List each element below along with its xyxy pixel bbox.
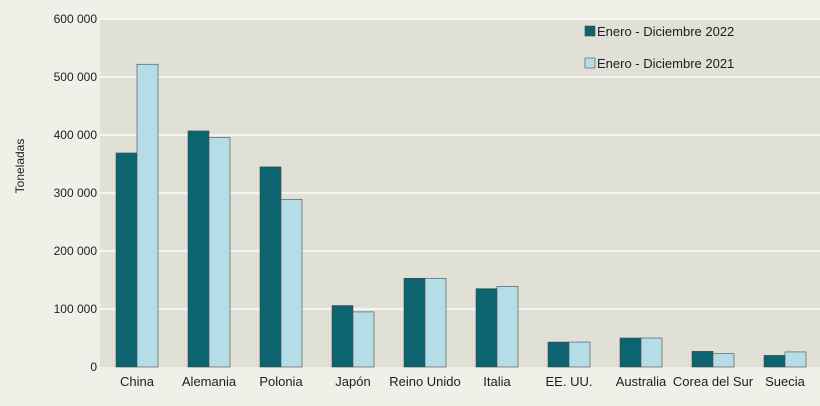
bar-2022 bbox=[547, 341, 570, 368]
y-axis: 0 100 000 200 000 300 000 400 000 500 000 600 … bbox=[54, 12, 98, 374]
legend-label: Enero - Diciembre 2021 bbox=[597, 56, 734, 71]
y-axis-label: Toneladas bbox=[13, 139, 27, 194]
bar-2022 bbox=[619, 337, 642, 368]
bar-2022 bbox=[403, 277, 426, 368]
bar-2022 bbox=[331, 305, 354, 368]
bar-2021 bbox=[784, 351, 807, 368]
x-tick-label: Alemania bbox=[182, 374, 237, 389]
bar-2021 bbox=[424, 277, 447, 368]
x-tick-label: Suecia bbox=[765, 374, 806, 389]
x-tick-label: Reino Unido bbox=[389, 374, 461, 389]
bar-2022 bbox=[763, 355, 786, 368]
x-tick-label: Japón bbox=[335, 374, 370, 389]
y-tick-label: 400 000 bbox=[54, 128, 98, 142]
bar-2021 bbox=[136, 63, 159, 368]
y-tick-label: 100 000 bbox=[54, 302, 98, 316]
bar-2021 bbox=[208, 137, 231, 368]
y-tick-label: 300 000 bbox=[54, 186, 98, 200]
bar-2021 bbox=[496, 286, 519, 368]
x-tick-label: Corea del Sur bbox=[673, 374, 754, 389]
y-tick-label: 600 000 bbox=[54, 12, 98, 26]
bar-2022 bbox=[475, 288, 498, 368]
x-tick-label: Polonia bbox=[259, 374, 303, 389]
bar-2022 bbox=[115, 152, 138, 368]
x-tick-label: EE. UU. bbox=[546, 374, 593, 389]
bar-2021 bbox=[712, 353, 735, 368]
x-axis: China Alemania Polonia Japón Reino Unido Ital… bbox=[120, 374, 806, 389]
bar-2022 bbox=[187, 130, 210, 368]
legend-label: Enero - Diciembre 2022 bbox=[597, 24, 734, 39]
bar-2021 bbox=[568, 341, 591, 368]
bar-2021 bbox=[280, 199, 303, 368]
x-tick-label: Italia bbox=[483, 374, 511, 389]
legend: Enero - Diciembre 2022 Enero - Diciembre … bbox=[584, 24, 734, 71]
y-tick-label: 200 000 bbox=[54, 244, 98, 258]
legend-swatch bbox=[584, 25, 596, 37]
legend-swatch bbox=[584, 57, 596, 69]
y-tick-label: 0 bbox=[90, 360, 97, 374]
x-tick-label: China bbox=[120, 374, 155, 389]
bars bbox=[115, 63, 807, 368]
bar-2022 bbox=[691, 351, 714, 368]
bar-2022 bbox=[259, 166, 282, 368]
bar-2021 bbox=[352, 311, 375, 368]
y-tick-label: 500 000 bbox=[54, 70, 98, 84]
bar-2021 bbox=[640, 337, 663, 368]
x-tick-label: Australia bbox=[616, 374, 667, 389]
